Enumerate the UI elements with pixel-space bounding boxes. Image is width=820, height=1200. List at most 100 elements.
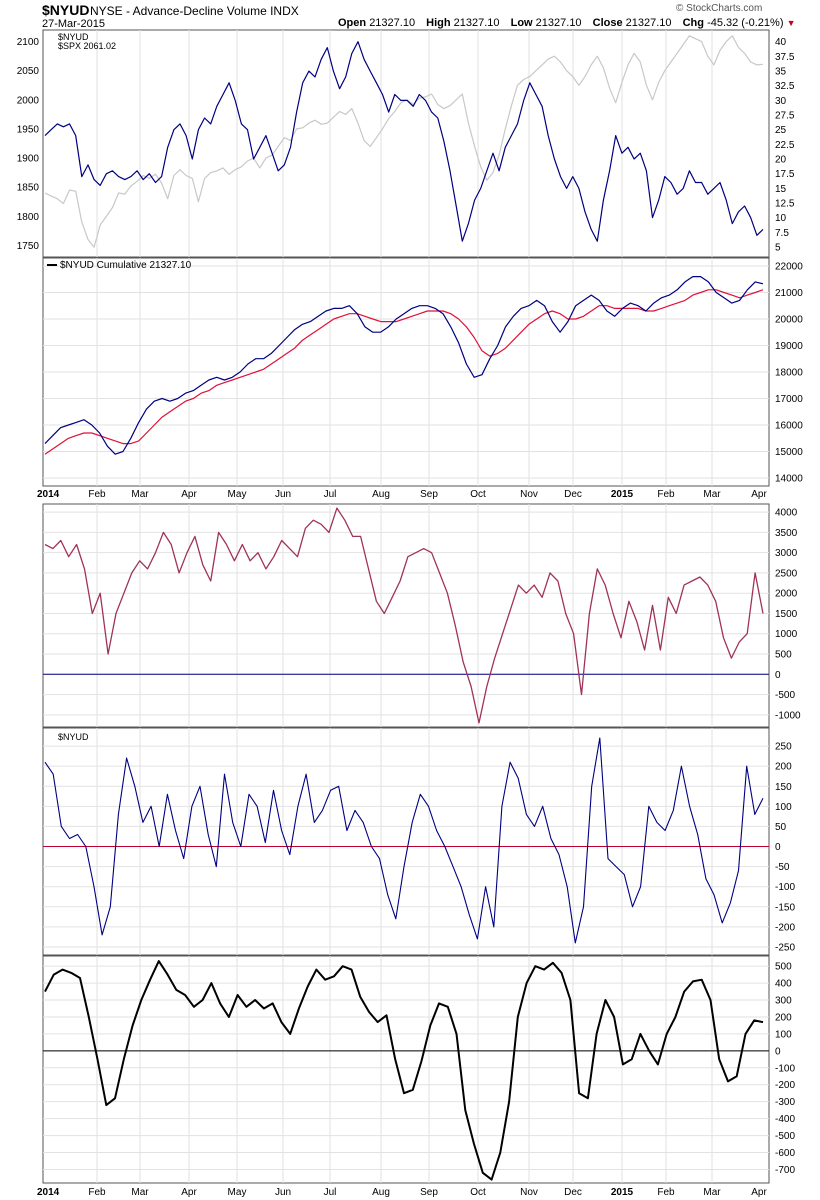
oscillator-a-line (44, 507, 764, 724)
cumulative-line (44, 276, 764, 455)
x-axis-upper-label-aug: Aug (372, 489, 390, 500)
y-tick-label-left: 1750 (17, 241, 40, 252)
y-tick-label-left: 2000 (17, 95, 40, 106)
y-tick-label: 1500 (775, 609, 798, 620)
x-axis-lower-label-2015: 2015 (611, 1187, 634, 1198)
y-tick-label: 100 (775, 802, 792, 813)
y-tick-label: 16000 (775, 421, 803, 432)
y-tick-label: 12.5 (775, 199, 795, 210)
y-tick-label: 150 (775, 782, 792, 793)
y-tick-label: -700 (775, 1165, 795, 1176)
down-triangle-icon: ▼ (786, 18, 796, 28)
moving-average-line (44, 289, 764, 455)
y-tick-label: 50 (775, 822, 787, 833)
x-axis-lower-label-aug: Aug (372, 1187, 390, 1198)
y-tick-label: 40 (775, 37, 787, 48)
y-tick-label: 2000 (775, 589, 798, 600)
high-value: 21327.10 (453, 17, 500, 29)
x-axis-upper-label-may: May (228, 489, 247, 500)
y-tick-label: 30 (775, 96, 787, 107)
y-tick-label: 19000 (775, 341, 803, 352)
y-tick-label: -600 (775, 1148, 795, 1159)
y-tick-label: 500 (775, 962, 792, 973)
chart-header: $NYUD NYSE - Advance-Decline Volume INDX… (0, 0, 820, 30)
chg-value: -45.32 (-0.21%) (707, 17, 784, 29)
y-tick-label: 25 (775, 125, 787, 136)
y-tick-label: 250 (775, 742, 792, 753)
legend-nyud: $NYUD (58, 32, 89, 42)
y-tick-label: 22000 (775, 261, 803, 272)
y-tick-label: 200 (775, 762, 792, 773)
x-axis-upper-label-jul: Jul (324, 489, 337, 500)
legend-nyud-lower: $NYUD (58, 732, 89, 742)
panel-1-frame (42, 29, 770, 258)
spx-series-line (44, 35, 764, 248)
x-axis-lower-label-may: May (228, 1187, 247, 1198)
y-tick-label: 10 (775, 213, 787, 224)
x-axis-lower-label-sep: Sep (420, 1187, 438, 1198)
x-axis-lower-label-2014: 2014 (37, 1187, 60, 1198)
y-tick-label: -200 (775, 1080, 795, 1091)
low-label: Low (510, 17, 533, 29)
y-tick-label: 20 (775, 155, 787, 166)
open-label: Open (338, 17, 367, 29)
y-tick-label-left: 1950 (17, 124, 40, 135)
y-tick-label: 4000 (775, 508, 798, 519)
x-axis-upper-label-apr: Apr (181, 489, 197, 500)
y-tick-label: 3500 (775, 528, 798, 539)
y-tick-label: 100 (775, 1029, 792, 1040)
y-tick-label-left: 1850 (17, 183, 40, 194)
y-tick-label: 18000 (775, 368, 803, 379)
panel-4-frame (42, 727, 770, 956)
legend-box (47, 33, 83, 38)
y-tick-label: 0 (775, 842, 781, 853)
nyud-osc-line (44, 737, 764, 944)
symbol: $NYUD (42, 2, 90, 18)
close-value: 21327.10 (625, 17, 672, 29)
y-tick-label: 21000 (775, 288, 803, 299)
x-axis-lower-label-feb: Feb (88, 1187, 106, 1198)
close-label: Close (592, 17, 623, 29)
x-axis-lower-label-apr: Apr (751, 1187, 767, 1198)
y-tick-label: 17.5 (775, 169, 795, 180)
x-axis-upper-label-nov: Nov (520, 489, 538, 500)
x-axis-upper-label-sep: Sep (420, 489, 438, 500)
y-tick-label: -1000 (775, 710, 801, 721)
ohlc-readout: Open 21327.10 High 21327.10 Low 21327.10… (338, 17, 795, 29)
y-tick-label: -100 (775, 1063, 795, 1074)
y-tick-label-left: 2050 (17, 66, 40, 77)
x-axis-upper-label-2014: 2014 (37, 489, 60, 500)
y-tick-label: 400 (775, 979, 792, 990)
x-axis-lower-label-oct: Oct (470, 1187, 486, 1198)
y-tick-label: 300 (775, 996, 792, 1007)
legend-cumulative: $NYUD Cumulative 21327.10 (60, 260, 192, 271)
nyud-series-line (44, 41, 764, 242)
open-value: 21327.10 (369, 17, 416, 29)
x-axis-lower-label-feb: Feb (657, 1187, 675, 1198)
y-tick-label: 35 (775, 67, 787, 78)
stockcharts-logo[interactable]: © StockCharts.com (676, 3, 763, 14)
y-tick-label: 0 (775, 670, 781, 681)
high-label: High (426, 17, 451, 29)
x-axis-upper-label-feb: Feb (657, 489, 675, 500)
x-axis-upper-label-feb: Feb (88, 489, 106, 500)
low-value: 21327.10 (535, 17, 582, 29)
x-axis-upper-label-mar: Mar (703, 489, 721, 500)
x-axis-lower-label-dec: Dec (564, 1187, 582, 1198)
y-tick-label: 22.5 (775, 140, 795, 151)
x-axis-upper-label-2015: 2015 (611, 489, 634, 500)
y-tick-label: 20000 (775, 314, 803, 325)
x-axis-lower-label-nov: Nov (520, 1187, 538, 1198)
y-tick-label: -500 (775, 690, 795, 701)
y-tick-label-left: 1800 (17, 212, 40, 223)
y-tick-label: 27.5 (775, 111, 795, 122)
y-tick-label-left: 1900 (17, 154, 40, 165)
y-tick-label: 37.5 (775, 52, 795, 63)
y-tick-label: -50 (775, 862, 790, 873)
y-tick-label: 17000 (775, 394, 803, 405)
y-tick-label: 200 (775, 1012, 792, 1023)
x-axis-lower-label-mar: Mar (131, 1187, 149, 1198)
x-axis-lower-label-apr: Apr (181, 1187, 197, 1198)
index-name: NYSE - Advance-Decline Volume INDX (90, 4, 299, 18)
